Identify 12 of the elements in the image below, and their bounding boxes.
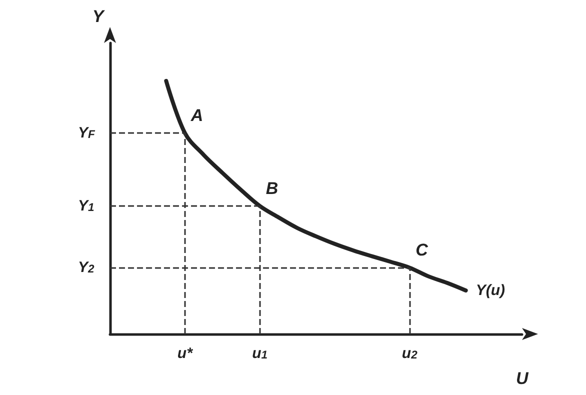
annotation: A — [190, 106, 204, 126]
ref-line-label: Y1 — [78, 197, 94, 214]
x-tick-label: u* — [177, 345, 194, 362]
y-axis-title: Y — [92, 7, 106, 26]
annotation: B — [266, 178, 278, 198]
series-label: Y(u) — [476, 282, 505, 299]
ref-line-label: YF — [78, 124, 96, 142]
ref-line-label: Y2 — [78, 259, 96, 276]
x-axis-title: U — [516, 369, 529, 388]
x-tick-label: u1 — [252, 345, 268, 362]
x-tick-label: u2 — [402, 345, 418, 362]
annotation: C — [416, 240, 429, 260]
